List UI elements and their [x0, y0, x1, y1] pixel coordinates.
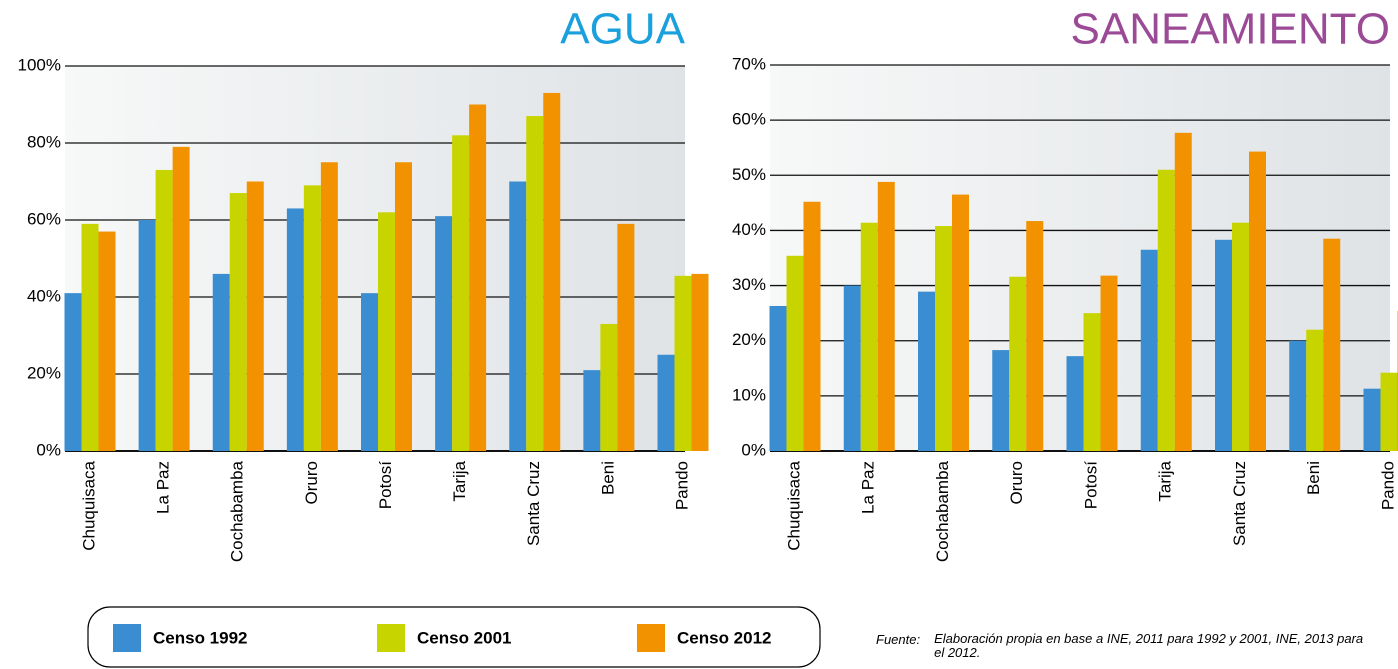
bar	[877, 181, 895, 451]
y-tick-label: 0%	[741, 440, 766, 459]
x-tick-label: Pando	[672, 461, 691, 510]
bar	[1363, 388, 1381, 451]
bar	[172, 146, 190, 451]
x-tick-label: Cochabamba	[933, 460, 952, 562]
x-tick-label: Beni	[598, 461, 617, 495]
bar	[1066, 356, 1084, 451]
bar	[361, 293, 378, 451]
legend-label: Censo 1992	[153, 628, 248, 647]
x-tick-label: Oruro	[1007, 461, 1026, 504]
bar	[303, 185, 321, 451]
bar	[286, 208, 304, 451]
bar	[64, 293, 82, 451]
y-tick-label: 40%	[27, 286, 61, 305]
y-tick-label: 70%	[732, 54, 766, 73]
bar	[98, 231, 116, 451]
bar	[935, 226, 952, 451]
bar	[600, 323, 618, 451]
bar	[1026, 221, 1044, 451]
legend-label: Censo 2012	[677, 628, 772, 647]
source: Fuente: Elaboración propia en base a INE…	[876, 632, 1396, 660]
bar	[860, 222, 878, 451]
bar	[378, 212, 395, 451]
bar	[769, 305, 787, 451]
bar	[509, 181, 527, 451]
bar	[657, 354, 675, 451]
bar	[1215, 239, 1232, 451]
legend-swatch	[377, 624, 405, 652]
bar	[1100, 275, 1118, 451]
bar	[803, 201, 821, 451]
bar	[1323, 238, 1341, 451]
x-tick-label: Cochabamba	[228, 460, 247, 562]
bar	[691, 273, 709, 451]
bar	[952, 194, 969, 452]
bar	[155, 169, 173, 451]
legend-swatch	[637, 624, 665, 652]
source-label: Fuente:	[876, 632, 921, 647]
x-tick-label: Tarija	[450, 460, 469, 501]
x-tick-label: Chuquisaca	[784, 460, 803, 550]
bar	[918, 291, 935, 451]
bar	[1157, 169, 1175, 451]
y-tick-label: 60%	[27, 209, 61, 228]
bar	[1083, 313, 1101, 451]
bar	[543, 92, 561, 451]
y-tick-label: 50%	[732, 165, 766, 184]
bar	[81, 223, 99, 451]
y-tick-label: 10%	[732, 385, 766, 404]
chart-title: AGUA	[560, 5, 685, 54]
legend-label: Censo 2001	[417, 628, 512, 647]
bar	[583, 370, 601, 451]
y-tick-label: 20%	[732, 330, 766, 349]
y-tick-label: 80%	[27, 132, 61, 151]
y-tick-label: 60%	[732, 110, 766, 129]
bar	[526, 116, 544, 452]
x-tick-label: Tarija	[1156, 460, 1175, 501]
x-tick-label: La Paz	[154, 461, 173, 514]
legend-swatch	[113, 624, 141, 652]
bar	[1289, 340, 1307, 451]
x-tick-label: Beni	[1304, 461, 1323, 495]
legend-box	[87, 606, 821, 668]
bar	[786, 255, 804, 451]
x-tick-label: Santa Cruz	[1230, 461, 1249, 546]
x-tick-label: Pando	[1378, 461, 1397, 510]
bar	[212, 273, 230, 451]
y-tick-label: 100%	[18, 55, 61, 74]
y-tick-label: 20%	[27, 363, 61, 382]
x-tick-label: Chuquisaca	[79, 460, 98, 550]
bar	[320, 162, 338, 451]
bar	[246, 181, 264, 451]
bar	[1140, 249, 1158, 451]
bar	[1232, 222, 1249, 451]
bar	[435, 216, 453, 451]
x-tick-label: Potosí	[1081, 461, 1100, 509]
bar	[1009, 276, 1027, 451]
y-tick-label: 40%	[732, 220, 766, 239]
bar	[617, 223, 635, 451]
x-tick-label: Oruro	[302, 461, 321, 504]
source-text: Elaboración propia en base a INE, 2011 p…	[934, 631, 1364, 660]
x-tick-label: Santa Cruz	[524, 461, 543, 546]
bar	[1380, 372, 1398, 451]
bar	[843, 285, 861, 451]
bar	[1174, 132, 1192, 451]
bar	[452, 135, 470, 452]
bar	[138, 220, 156, 451]
x-tick-label: La Paz	[859, 461, 878, 514]
bar	[469, 104, 487, 451]
chart-title: SANEAMIENTO	[1071, 5, 1390, 54]
bar	[992, 350, 1010, 451]
y-tick-label: 30%	[732, 275, 766, 294]
bar	[674, 275, 692, 451]
x-tick-label: Potosí	[376, 461, 395, 509]
bar	[1249, 151, 1266, 451]
bar	[1306, 329, 1324, 451]
bar	[395, 162, 412, 451]
y-tick-label: 0%	[36, 440, 61, 459]
bar	[229, 193, 247, 452]
